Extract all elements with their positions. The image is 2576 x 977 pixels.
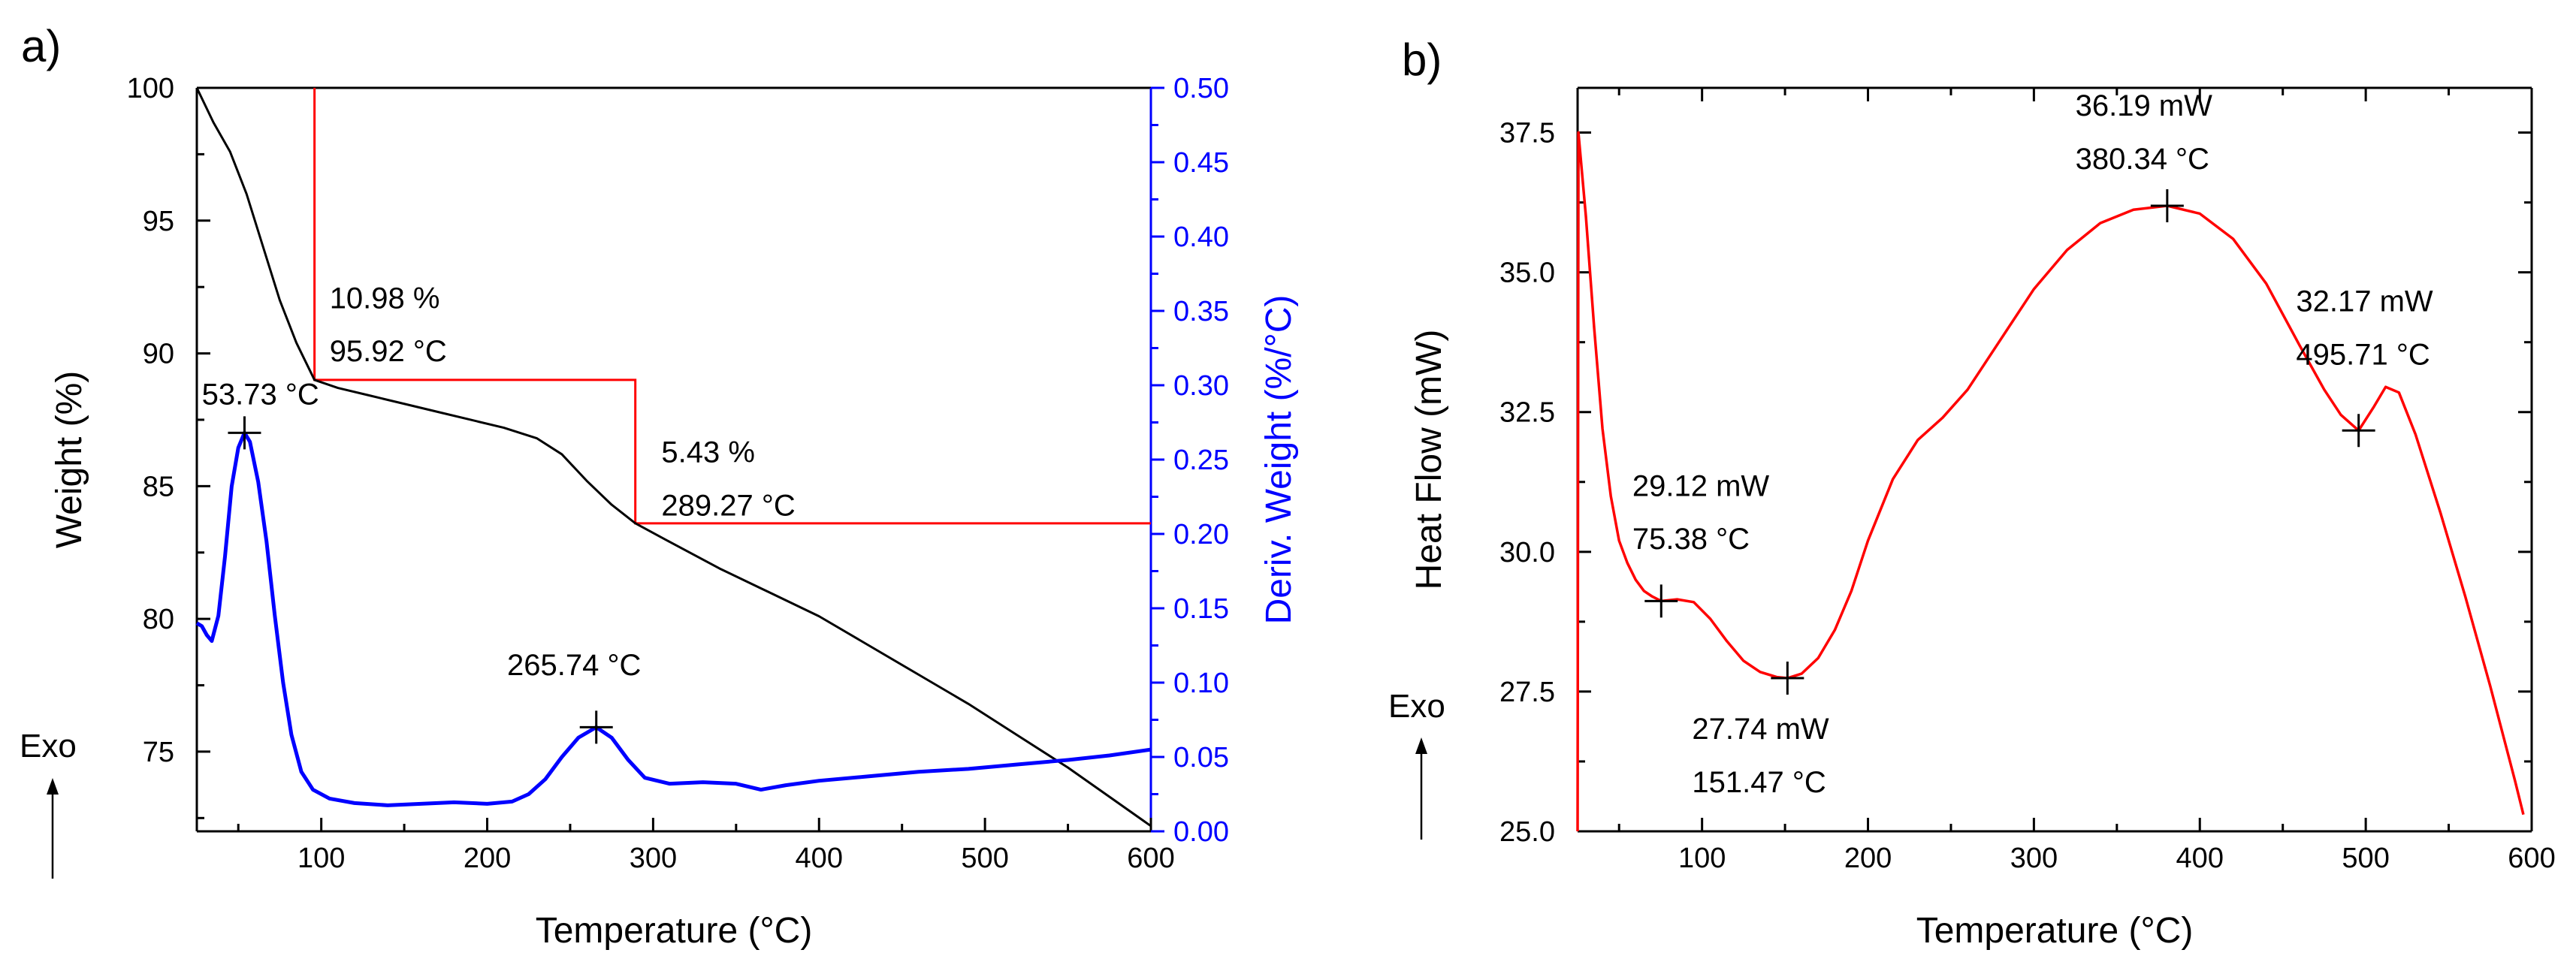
y2-tick-label: 0.20	[1173, 519, 1229, 550]
x-tick-label: 500	[961, 843, 1008, 874]
y-tick-label: 27.5	[1499, 677, 1555, 708]
y-axis-label: Weight (%)	[50, 371, 89, 549]
y-tick-label: 95	[143, 206, 174, 237]
min-marker	[1771, 662, 1804, 695]
y2-tick-label: 0.10	[1173, 668, 1229, 699]
y-tick-label: 100	[127, 73, 174, 104]
y-tick-label: 80	[143, 604, 174, 635]
y-tick-label: 37.5	[1499, 118, 1555, 149]
y-tick-label: 30.0	[1499, 537, 1555, 568]
y-axis-label: Heat Flow (mW)	[1409, 330, 1449, 590]
x-tick-label: 600	[1127, 843, 1174, 874]
y2-tick-label: 0.35	[1173, 296, 1229, 327]
x-tick-label: 300	[2010, 843, 2058, 874]
x-tick-label: 600	[2508, 843, 2555, 874]
x-tick-label: 100	[297, 843, 345, 874]
y-tick-label: 25.0	[1499, 816, 1555, 848]
exo-arrow-head	[1415, 737, 1427, 754]
y2-tick-label: 0.00	[1173, 816, 1229, 848]
step1-percent: 10.98 %	[330, 282, 440, 315]
point1-temp: 75.38 °C	[1632, 523, 1750, 556]
y2-tick-label: 0.05	[1173, 742, 1229, 773]
y2-axis-label: Deriv. Weight (%/°C)	[1259, 295, 1299, 625]
max-temp: 380.34 °C	[2076, 143, 2209, 176]
peak2-marker	[579, 710, 613, 744]
panel-label: a)	[21, 21, 61, 71]
heat-flow-curve	[1576, 131, 2525, 832]
x-tick-label: 200	[464, 843, 511, 874]
x-axis-label: Temperature (°C)	[536, 911, 813, 951]
x-tick-label: 400	[796, 843, 843, 874]
y2-tick-label: 0.15	[1173, 593, 1229, 625]
y-tick-label: 85	[143, 471, 174, 502]
y2-tick-label: 0.40	[1173, 222, 1229, 253]
point1-marker	[1644, 584, 1678, 618]
x-tick-label: 300	[630, 843, 677, 874]
y2-tick-label: 0.45	[1173, 147, 1229, 179]
shoulder-mw: 32.17 mW	[2296, 285, 2433, 318]
min-temp: 151.47 °C	[1692, 766, 1826, 799]
y-tick-label: 32.5	[1499, 397, 1555, 429]
exo-label: Exo	[20, 728, 77, 764]
step2-percent: 5.43 %	[661, 436, 755, 469]
x-tick-label: 200	[1844, 843, 1892, 874]
y2-tick-label: 0.50	[1173, 73, 1229, 104]
x-tick-label: 100	[1678, 843, 1726, 874]
point1-mw: 29.12 mW	[1632, 469, 1770, 502]
peak2-label: 265.74 °C	[507, 649, 641, 682]
y-tick-label: 35.0	[1499, 258, 1555, 289]
step2-temp: 289.27 °C	[661, 489, 795, 522]
y-tick-label: 90	[143, 339, 174, 370]
min-mw: 27.74 mW	[1692, 713, 1829, 746]
panel-label: b)	[1402, 35, 1442, 85]
deriv-curve	[195, 430, 1152, 807]
y2-tick-label: 0.25	[1173, 445, 1229, 476]
shoulder-marker	[2342, 414, 2375, 448]
max-mw: 36.19 mW	[2076, 89, 2213, 122]
peak1-marker	[228, 416, 261, 450]
exo-label: Exo	[1388, 688, 1445, 725]
exo-arrow-head	[47, 778, 59, 795]
x-tick-label: 400	[2176, 843, 2224, 874]
y-tick-label: 75	[143, 737, 174, 768]
panel-a: 100 200 300 400 500 600 75 80 85 90 95 100 0.00 0.05 0…	[20, 21, 1299, 951]
x-axis-label: Temperature (°C)	[1916, 911, 2194, 951]
y2-tick-label: 0.30	[1173, 370, 1229, 402]
x-tick-label: 500	[2342, 843, 2389, 874]
step-lines	[313, 88, 1151, 525]
max-marker	[2150, 189, 2184, 223]
shoulder-temp: 495.71 °C	[2296, 338, 2430, 371]
peak1-label: 53.73 °C	[202, 378, 319, 412]
panel-b: 100 200 300 400 500 600 25.0 27.5 30.0 32.5 35.0 37…	[1388, 35, 2556, 951]
step1-temp: 95.92 °C	[330, 335, 447, 368]
weight-curve	[195, 87, 1152, 828]
